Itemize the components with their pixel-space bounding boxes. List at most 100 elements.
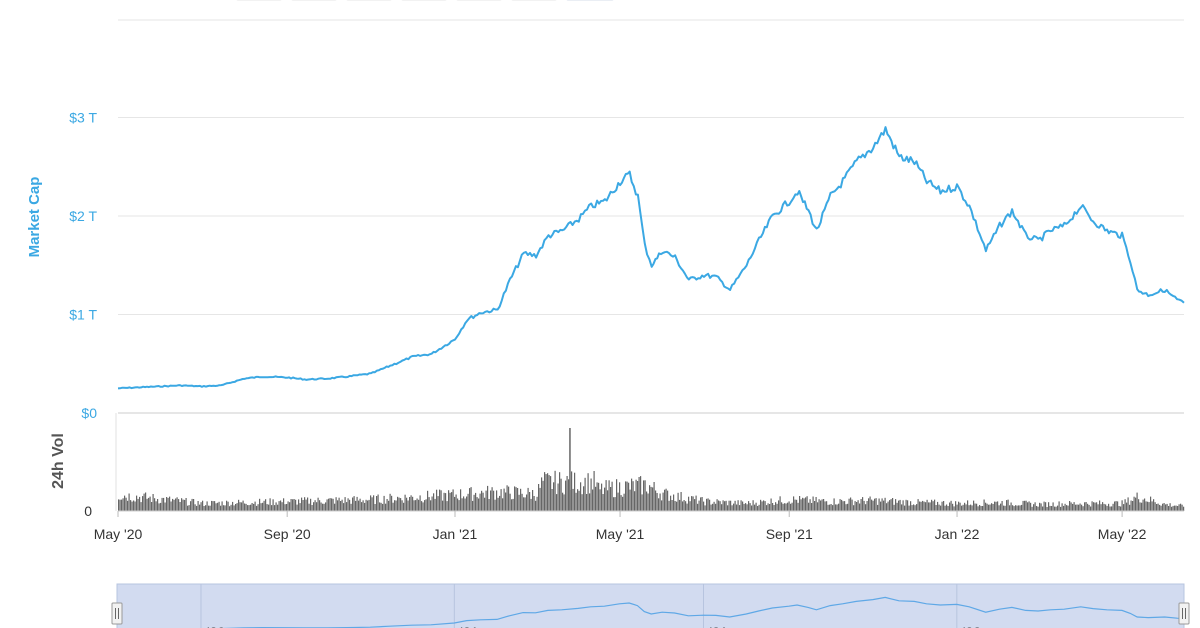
navigator[interactable]: '20 '21 '21 '22	[111, 583, 1190, 628]
volume-bar	[548, 475, 550, 511]
volume-bar	[445, 493, 447, 511]
x-tick-label: Jan '21	[433, 526, 478, 542]
volume-bar	[691, 496, 693, 511]
volume-bar	[896, 502, 898, 511]
volume-bar	[496, 490, 498, 511]
volume-bar	[503, 488, 505, 511]
volume-bar	[721, 504, 723, 511]
volume-bar	[272, 499, 274, 511]
volume-bar	[296, 504, 298, 511]
navigator-right-handle[interactable]	[1178, 602, 1190, 625]
volume-bar	[671, 500, 673, 511]
volume-bar	[355, 500, 357, 511]
volume-bar	[1076, 504, 1078, 511]
volume-bar	[770, 498, 772, 511]
volume-bar	[892, 498, 894, 511]
volume-bar	[259, 498, 261, 511]
volume-bar	[422, 502, 424, 511]
volume-bar	[472, 500, 474, 511]
volume-bar	[977, 506, 979, 511]
volume-bar	[1127, 497, 1129, 511]
volume-bar	[133, 500, 135, 511]
volume-bar	[709, 499, 711, 511]
volume-bar	[1166, 503, 1168, 511]
volume-bar	[878, 498, 880, 511]
volume-bar	[610, 487, 612, 511]
volume-bar	[577, 489, 579, 511]
volume-bar	[170, 501, 172, 511]
volume-bar	[331, 498, 333, 511]
volume-bar	[989, 504, 991, 511]
gridlines	[118, 19, 1184, 414]
navigator-tick-label: '21	[460, 624, 478, 628]
volume-bar	[326, 499, 328, 511]
volume-bar	[155, 501, 157, 511]
volume-bar	[212, 501, 214, 511]
volume-bar	[440, 490, 442, 511]
volume-bar	[524, 497, 526, 511]
volume-bar	[520, 488, 522, 511]
volume-bar	[403, 502, 405, 511]
volume-bar	[473, 494, 475, 511]
volume-bar	[521, 493, 523, 511]
volume-bar	[895, 499, 897, 511]
volume-bar	[389, 493, 391, 511]
volume-bar	[1183, 506, 1185, 511]
volume-bar	[902, 500, 904, 511]
navigator-tick-label: '22	[963, 624, 981, 628]
volume-bar	[731, 505, 733, 511]
volume-bar	[580, 482, 582, 511]
volume-bar	[941, 501, 943, 511]
volume-bar	[676, 501, 678, 511]
volume-bar	[196, 505, 198, 511]
volume-bar	[187, 505, 189, 511]
volume-bar	[1090, 506, 1092, 511]
volume-bar	[406, 497, 408, 511]
volume-bar	[877, 504, 879, 511]
volume-bar	[1175, 505, 1177, 511]
volume-bar	[937, 501, 939, 511]
volume-bar	[247, 505, 249, 511]
volume-bar	[319, 500, 321, 511]
volume-bar	[142, 496, 144, 511]
navigator-left-handle[interactable]	[111, 602, 123, 625]
volume-bar	[781, 502, 783, 511]
volume-bar	[814, 501, 816, 511]
volume-bar	[277, 504, 279, 511]
volume-bar	[865, 504, 867, 511]
volume-bar	[805, 497, 807, 511]
volume-bar	[698, 500, 700, 511]
volume-bar	[1036, 506, 1038, 511]
volume-bar	[202, 500, 204, 511]
volume-bar	[323, 503, 325, 511]
volume-bar	[943, 501, 945, 511]
volume-bar	[1037, 506, 1039, 511]
volume-bar	[310, 498, 312, 511]
volume-bar	[706, 498, 708, 511]
volume-bar	[463, 496, 465, 511]
volume-bar	[359, 498, 361, 511]
volume-bar	[416, 498, 418, 511]
volume-bar	[586, 494, 588, 511]
volume-bar	[502, 498, 504, 511]
volume-bar	[688, 496, 690, 511]
volume-bar	[437, 496, 439, 511]
volume-bar	[1079, 503, 1081, 511]
volume-bar	[995, 501, 997, 511]
volume-bar	[415, 500, 417, 511]
volume-bar	[1109, 506, 1111, 511]
volume-bar	[638, 477, 640, 511]
volume-bar	[959, 502, 961, 511]
volume-bar	[349, 499, 351, 511]
volume-bar	[826, 501, 828, 511]
volume-bar	[490, 490, 492, 511]
volume-bar	[1013, 506, 1015, 511]
volume-bar	[232, 501, 234, 511]
volume-bar	[802, 497, 804, 511]
volume-bar	[910, 501, 912, 511]
volume-bar	[719, 501, 721, 511]
volume-bar	[835, 504, 837, 511]
volume-bar	[346, 502, 348, 511]
volume-bar	[412, 496, 414, 511]
x-tick-label: May '20	[94, 526, 143, 542]
